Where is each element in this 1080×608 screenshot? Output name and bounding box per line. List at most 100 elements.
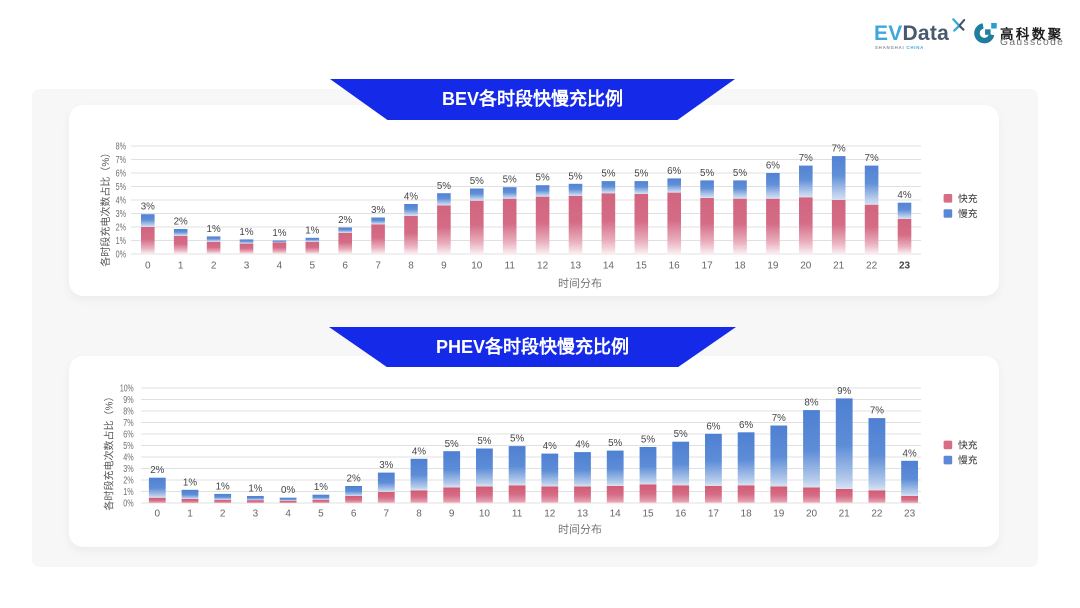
svg-text:1%: 1%	[216, 481, 230, 492]
svg-text:12: 12	[544, 509, 556, 520]
svg-text:1%: 1%	[305, 225, 319, 236]
svg-text:1%: 1%	[207, 224, 221, 235]
svg-text:20: 20	[800, 261, 812, 272]
svg-text:7%: 7%	[832, 144, 846, 155]
svg-text:时间分布: 时间分布	[558, 277, 602, 290]
svg-text:22: 22	[871, 509, 883, 520]
svg-text:6: 6	[342, 261, 348, 272]
svg-text:0: 0	[155, 509, 161, 520]
svg-text:21: 21	[839, 509, 851, 520]
svg-text:1%: 1%	[314, 482, 328, 493]
svg-text:7%: 7%	[865, 153, 879, 164]
svg-text:1%: 1%	[123, 487, 133, 498]
svg-text:5%: 5%	[674, 429, 688, 440]
svg-text:4%: 4%	[412, 446, 426, 457]
svg-text:21: 21	[833, 261, 845, 272]
svg-text:14: 14	[610, 509, 622, 520]
svg-text:6: 6	[351, 509, 357, 520]
svg-text:1: 1	[187, 509, 193, 520]
svg-text:13: 13	[577, 509, 589, 520]
svg-text:5%: 5%	[608, 438, 622, 449]
svg-text:1: 1	[178, 261, 184, 272]
svg-text:7: 7	[375, 261, 381, 272]
svg-text:18: 18	[741, 509, 753, 520]
svg-text:4%: 4%	[116, 196, 126, 207]
svg-text:4%: 4%	[404, 192, 418, 203]
svg-text:5%: 5%	[568, 171, 582, 182]
svg-text:4%: 4%	[575, 440, 589, 451]
svg-text:3%: 3%	[116, 209, 126, 220]
svg-text:5%: 5%	[445, 439, 459, 450]
svg-text:23: 23	[904, 509, 916, 520]
svg-text:8%: 8%	[116, 142, 126, 153]
svg-text:6%: 6%	[739, 420, 753, 431]
svg-text:时间分布: 时间分布	[558, 523, 602, 536]
svg-text:23: 23	[899, 261, 911, 272]
svg-text:16: 16	[669, 261, 681, 272]
svg-text:5%: 5%	[437, 181, 451, 192]
svg-text:8: 8	[408, 261, 414, 272]
svg-text:0%: 0%	[123, 499, 133, 510]
svg-text:4%: 4%	[543, 441, 557, 452]
svg-text:5: 5	[318, 509, 324, 520]
svg-text:5%: 5%	[477, 436, 491, 447]
svg-text:5%: 5%	[733, 168, 747, 179]
svg-text:22: 22	[866, 261, 878, 272]
svg-text:9%: 9%	[123, 395, 133, 406]
svg-text:1%: 1%	[116, 236, 126, 247]
svg-text:4: 4	[285, 509, 291, 520]
svg-text:各时段充电次数占比（%）: 各时段充电次数占比（%）	[103, 392, 116, 511]
svg-text:8%: 8%	[123, 407, 133, 418]
svg-text:11: 11	[505, 261, 516, 272]
svg-text:快充: 快充	[958, 439, 978, 452]
svg-text:2%: 2%	[123, 476, 133, 487]
svg-text:6%: 6%	[766, 161, 780, 172]
svg-text:5: 5	[310, 261, 316, 272]
svg-text:3: 3	[253, 509, 259, 520]
svg-text:7%: 7%	[870, 406, 884, 417]
svg-text:10%: 10%	[120, 384, 134, 395]
svg-text:7%: 7%	[116, 155, 126, 166]
svg-text:4%: 4%	[897, 190, 911, 201]
svg-text:14: 14	[603, 261, 615, 272]
svg-text:4%: 4%	[123, 453, 133, 464]
svg-text:0%: 0%	[116, 250, 126, 261]
svg-text:5%: 5%	[503, 175, 517, 186]
svg-text:9%: 9%	[837, 386, 851, 397]
svg-text:0: 0	[145, 261, 151, 272]
svg-text:13: 13	[570, 261, 582, 272]
svg-text:10: 10	[471, 261, 483, 272]
svg-text:2: 2	[220, 509, 226, 520]
svg-text:12: 12	[537, 261, 549, 272]
svg-text:快充: 快充	[958, 192, 978, 205]
svg-text:15: 15	[636, 261, 648, 272]
svg-text:3%: 3%	[379, 460, 393, 471]
svg-text:7%: 7%	[772, 413, 786, 424]
svg-text:10: 10	[479, 509, 491, 520]
svg-text:4%: 4%	[903, 448, 917, 459]
svg-text:2%: 2%	[347, 474, 361, 485]
svg-text:5%: 5%	[700, 168, 714, 179]
svg-text:2%: 2%	[338, 215, 352, 226]
svg-text:6%: 6%	[706, 421, 720, 432]
svg-text:9: 9	[441, 261, 447, 272]
svg-text:0%: 0%	[281, 485, 295, 496]
svg-text:16: 16	[675, 509, 687, 520]
svg-text:5%: 5%	[634, 169, 648, 180]
svg-text:3: 3	[244, 261, 250, 272]
svg-text:5%: 5%	[123, 441, 133, 452]
svg-text:1%: 1%	[272, 228, 286, 239]
svg-text:6%: 6%	[667, 166, 681, 177]
svg-text:5%: 5%	[470, 176, 484, 187]
svg-text:6%: 6%	[123, 430, 133, 441]
svg-text:1%: 1%	[239, 227, 253, 238]
svg-text:15: 15	[642, 509, 654, 520]
svg-text:5%: 5%	[536, 173, 550, 184]
svg-text:17: 17	[708, 509, 720, 520]
svg-text:19: 19	[773, 509, 785, 520]
svg-text:20: 20	[806, 509, 818, 520]
svg-text:1%: 1%	[183, 477, 197, 488]
svg-text:2%: 2%	[150, 465, 164, 476]
svg-text:8: 8	[416, 509, 422, 520]
svg-text:慢充: 慢充	[958, 454, 978, 467]
